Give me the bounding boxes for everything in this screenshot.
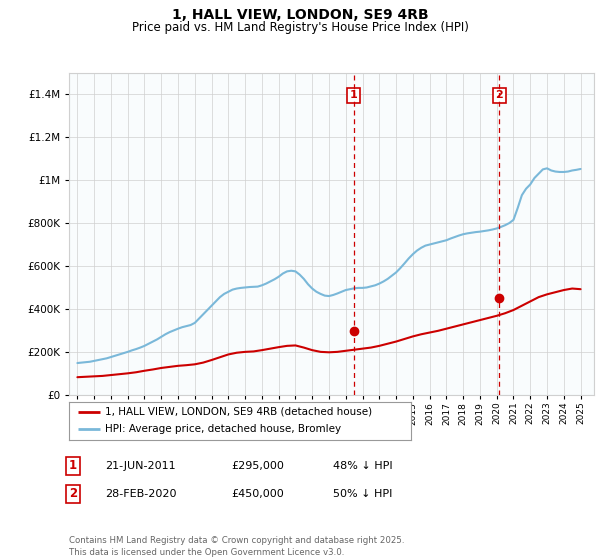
Text: 2: 2 — [69, 487, 77, 501]
Text: 28-FEB-2020: 28-FEB-2020 — [105, 489, 176, 499]
Text: 50% ↓ HPI: 50% ↓ HPI — [333, 489, 392, 499]
Text: Contains HM Land Registry data © Crown copyright and database right 2025.
This d: Contains HM Land Registry data © Crown c… — [69, 536, 404, 557]
Text: 1: 1 — [350, 90, 358, 100]
Text: 48% ↓ HPI: 48% ↓ HPI — [333, 461, 392, 471]
Bar — [69, 73, 594, 395]
Text: 1, HALL VIEW, LONDON, SE9 4RB: 1, HALL VIEW, LONDON, SE9 4RB — [172, 8, 428, 22]
Text: Price paid vs. HM Land Registry's House Price Index (HPI): Price paid vs. HM Land Registry's House … — [131, 21, 469, 34]
Text: 1: 1 — [69, 459, 77, 473]
Text: 1, HALL VIEW, LONDON, SE9 4RB (detached house): 1, HALL VIEW, LONDON, SE9 4RB (detached … — [105, 407, 372, 417]
Text: HPI: Average price, detached house, Bromley: HPI: Average price, detached house, Brom… — [105, 424, 341, 435]
Text: £450,000: £450,000 — [231, 489, 284, 499]
Text: 21-JUN-2011: 21-JUN-2011 — [105, 461, 176, 471]
Text: £295,000: £295,000 — [231, 461, 284, 471]
Text: 2: 2 — [496, 90, 503, 100]
